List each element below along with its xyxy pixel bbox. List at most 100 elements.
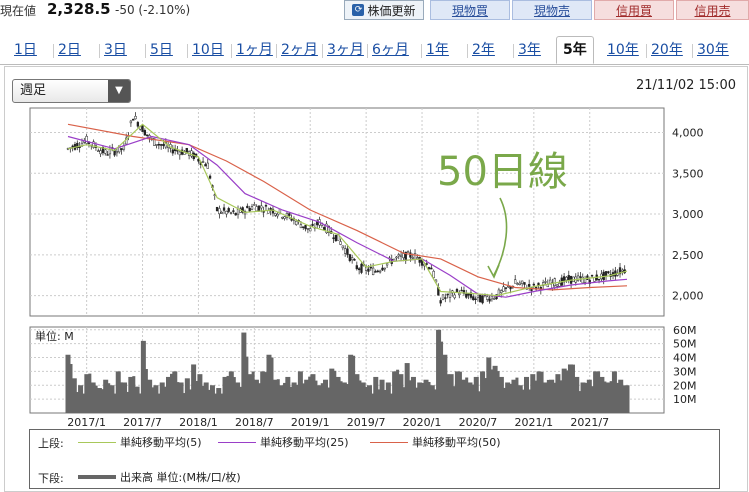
volume-bar bbox=[304, 379, 310, 413]
cash-sell-button[interactable]: 現物売 bbox=[512, 0, 592, 20]
tab-5[interactable]: 1ヶ月 bbox=[236, 42, 273, 58]
volume-bar bbox=[530, 374, 536, 413]
price-plot-area bbox=[29, 107, 665, 317]
tab-separator bbox=[646, 44, 647, 58]
candle-body bbox=[288, 213, 291, 216]
candle-body bbox=[385, 263, 389, 266]
cash-buy-button[interactable]: 現物買 bbox=[430, 0, 510, 20]
volume-bar bbox=[126, 391, 130, 413]
volume-bar bbox=[521, 389, 525, 413]
volume-bar bbox=[540, 371, 544, 413]
volume-bar bbox=[454, 371, 460, 413]
volume-bar bbox=[433, 389, 437, 413]
price-label: 現在値 bbox=[0, 4, 37, 18]
legend-volume-bar bbox=[78, 475, 116, 479]
volume-bar bbox=[496, 371, 500, 413]
legend-ma5-line bbox=[78, 441, 116, 443]
legend-ma50-line bbox=[370, 441, 408, 443]
candle-body bbox=[201, 161, 205, 163]
candle-body bbox=[255, 206, 258, 212]
volume-bar bbox=[517, 385, 523, 413]
candle-body bbox=[281, 216, 284, 219]
candle-body bbox=[85, 136, 88, 144]
candle-body bbox=[115, 151, 119, 154]
price-value: 2,328.5 bbox=[47, 0, 111, 18]
volume-bar bbox=[320, 383, 324, 413]
candle-body bbox=[553, 278, 556, 286]
volume-bar bbox=[360, 382, 366, 413]
candle-body bbox=[430, 267, 433, 270]
candle-body bbox=[157, 143, 160, 146]
volume-bar bbox=[593, 371, 599, 413]
tab-14[interactable]: 20年 bbox=[651, 42, 683, 58]
volume-bar bbox=[624, 385, 630, 413]
candle-body bbox=[153, 137, 156, 146]
tab-8[interactable]: 6ヶ月 bbox=[372, 42, 409, 58]
candle-body bbox=[516, 283, 519, 285]
candle-body bbox=[250, 206, 254, 210]
volume-bar bbox=[565, 370, 569, 413]
candle-body bbox=[276, 213, 279, 217]
tab-3[interactable]: 5日 bbox=[150, 42, 173, 58]
tab-15[interactable]: 30年 bbox=[697, 42, 729, 58]
tab-10[interactable]: 2年 bbox=[472, 42, 495, 58]
volume-bar bbox=[385, 382, 391, 413]
candle-body bbox=[99, 150, 102, 155]
tab-9[interactable]: 1年 bbox=[426, 42, 449, 58]
chart-legend: 上段: 単純移動平均(5) 単純移動平均(25) 単純移動平均(50) 下段: … bbox=[29, 429, 720, 489]
candle-body bbox=[355, 265, 358, 270]
period-select[interactable]: 週足 ▼ bbox=[12, 79, 131, 103]
tab-1[interactable]: 2日 bbox=[58, 42, 81, 58]
candle-body bbox=[97, 150, 100, 153]
candle-body bbox=[178, 151, 181, 156]
candle-body bbox=[418, 257, 421, 263]
volume-bar bbox=[297, 371, 303, 413]
volume-bar bbox=[314, 380, 318, 413]
tab-12[interactable]: 5年 bbox=[556, 36, 594, 64]
price-tick-label: 4,000 bbox=[672, 126, 704, 139]
volume-bar bbox=[69, 363, 73, 413]
legend-ma5: 単純移動平均(5) bbox=[78, 434, 202, 450]
candle-body bbox=[101, 146, 105, 154]
candle-body bbox=[325, 223, 328, 234]
tab-13[interactable]: 10年 bbox=[607, 42, 639, 58]
volume-bar bbox=[272, 379, 278, 413]
volume-bar bbox=[555, 374, 561, 413]
candle-body bbox=[220, 212, 223, 214]
volume-bar bbox=[429, 385, 435, 413]
candle-body bbox=[588, 279, 591, 284]
volume-bar bbox=[458, 371, 462, 413]
candle-body bbox=[376, 270, 379, 273]
volume-bar bbox=[222, 376, 228, 413]
volume-bar bbox=[561, 368, 567, 413]
candle-body bbox=[160, 144, 163, 146]
volume-bar bbox=[436, 329, 442, 413]
volume-bar bbox=[65, 354, 71, 413]
volume-bar bbox=[480, 371, 486, 413]
tab-6[interactable]: 2ヶ月 bbox=[281, 42, 318, 58]
candle-body bbox=[458, 293, 461, 296]
volume-bar bbox=[473, 376, 479, 413]
volume-bar bbox=[404, 363, 410, 413]
candle-body bbox=[453, 294, 456, 299]
volume-bar bbox=[184, 378, 190, 413]
update-price-button[interactable]: ⟳ 株価更新 bbox=[344, 0, 424, 20]
candle-body bbox=[332, 237, 335, 240]
volume-bar bbox=[392, 371, 398, 413]
tab-7[interactable]: 3ヶ月 bbox=[327, 42, 364, 58]
volume-bar bbox=[524, 376, 530, 413]
volume-bar bbox=[207, 389, 211, 413]
volume-tick-label: 20M bbox=[673, 379, 697, 392]
volume-bar bbox=[373, 376, 379, 413]
tab-0[interactable]: 1日 bbox=[14, 42, 37, 58]
candle-body bbox=[576, 275, 580, 281]
tab-4[interactable]: 10日 bbox=[192, 42, 224, 58]
candle-body bbox=[136, 122, 140, 127]
tab-2[interactable]: 3日 bbox=[104, 42, 127, 58]
margin-sell-button[interactable]: 信用売 bbox=[676, 0, 749, 20]
volume-bar bbox=[553, 382, 557, 413]
tab-11[interactable]: 3年 bbox=[518, 42, 541, 58]
volume-bar bbox=[176, 382, 180, 413]
candle-body bbox=[283, 216, 286, 219]
margin-buy-button[interactable]: 信用買 bbox=[594, 0, 674, 20]
